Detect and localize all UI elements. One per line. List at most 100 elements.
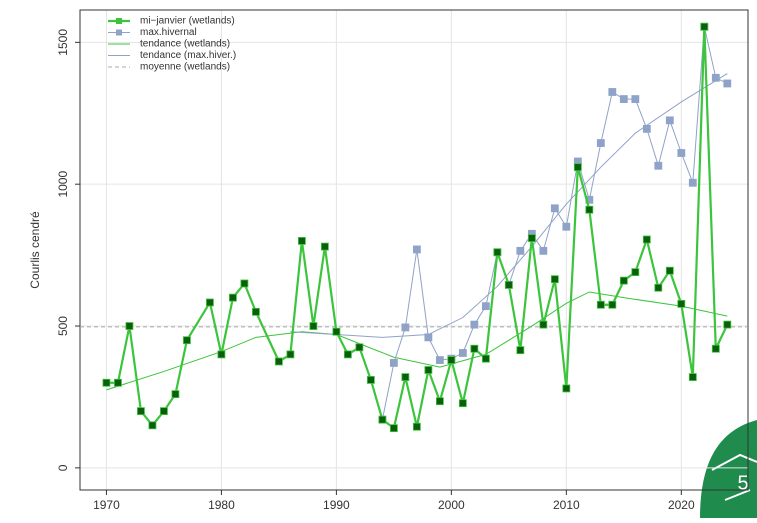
- marker: [125, 322, 134, 330]
- marker: [355, 343, 364, 352]
- marker: [389, 359, 398, 367]
- marker: [631, 268, 640, 277]
- legend-marker: [116, 29, 122, 36]
- marker: [252, 307, 260, 316]
- marker: [389, 424, 398, 433]
- marker: [608, 300, 617, 309]
- marker: [458, 399, 467, 408]
- marker: [562, 222, 571, 231]
- marker: [619, 95, 628, 103]
- marker: [711, 344, 720, 353]
- legend-label: tendance (wetlands): [140, 39, 230, 50]
- marker: [504, 280, 513, 289]
- marker: [665, 116, 674, 125]
- marker: [700, 22, 709, 31]
- marker: [481, 302, 490, 311]
- marker: [171, 390, 180, 399]
- marker: [516, 346, 525, 355]
- marker: [206, 298, 214, 307]
- marker: [573, 163, 582, 172]
- marker: [481, 354, 490, 363]
- series-line: [106, 291, 728, 391]
- x-tick-label: 1970: [93, 498, 120, 512]
- y-axis-label: Courlis cendré: [28, 211, 42, 289]
- marker: [677, 300, 686, 308]
- marker: [148, 421, 157, 430]
- marker: [470, 320, 479, 329]
- marker: [447, 356, 456, 364]
- marker: [343, 350, 352, 359]
- legend-label: tendance (max.hiver.): [140, 50, 236, 61]
- marker: [217, 350, 226, 359]
- marker: [102, 378, 111, 387]
- legend-label: moyenne (wetlands): [140, 62, 230, 73]
- marker: [723, 79, 732, 88]
- marker: [320, 242, 329, 251]
- marker: [527, 234, 536, 242]
- marker: [435, 356, 444, 364]
- marker: [677, 149, 686, 157]
- x-tick-label: 2020: [668, 498, 695, 512]
- marker: [723, 320, 732, 329]
- x-tick-label: 1990: [323, 498, 350, 512]
- marker: [654, 161, 663, 170]
- marker: [654, 283, 663, 292]
- marker: [688, 373, 697, 381]
- plot-frame: [79, 9, 749, 491]
- marker: [596, 139, 605, 147]
- marker: [539, 320, 548, 329]
- marker: [412, 422, 421, 431]
- x-tick-label: 2010: [553, 498, 580, 512]
- legend-label: mi−janvier (wetlands): [140, 16, 235, 27]
- marker: [137, 407, 145, 416]
- marker: [332, 327, 341, 336]
- marker: [642, 235, 651, 244]
- y-tick-label: 0: [56, 464, 70, 471]
- badge: 5: [700, 420, 757, 518]
- marker: [298, 237, 306, 245]
- marker: [424, 366, 433, 374]
- marker: [435, 397, 444, 406]
- x-tick-label: 2000: [438, 498, 465, 512]
- marker: [608, 88, 617, 96]
- marker: [401, 373, 410, 381]
- marker: [412, 245, 421, 254]
- marker: [619, 276, 628, 285]
- legend-marker: [116, 18, 122, 24]
- marker: [229, 293, 237, 302]
- marker: [378, 415, 387, 424]
- marker: [550, 204, 559, 213]
- marker: [275, 357, 283, 366]
- marker: [539, 246, 548, 255]
- marker: [240, 279, 249, 288]
- marker: [160, 407, 168, 416]
- marker: [493, 248, 502, 257]
- series-line: [381, 26, 728, 420]
- marker: [366, 376, 375, 384]
- marker: [631, 95, 640, 103]
- marker: [309, 322, 318, 330]
- marker: [114, 378, 122, 387]
- marker: [458, 349, 467, 357]
- marker: [642, 124, 651, 133]
- marker: [424, 333, 433, 342]
- marker: [183, 336, 191, 345]
- marker: [711, 73, 720, 82]
- legend-label: max.hivernal: [140, 27, 197, 38]
- marker: [516, 246, 525, 255]
- y-tick-label: 1000: [56, 171, 70, 198]
- marker: [688, 178, 697, 187]
- marker: [550, 275, 559, 284]
- y-tick-label: 500: [56, 316, 70, 336]
- marker: [596, 300, 605, 309]
- marker: [665, 266, 674, 275]
- marker: [286, 350, 295, 359]
- series-line: [290, 73, 728, 338]
- marker: [562, 384, 571, 393]
- y-tick-label: 1500: [56, 29, 70, 56]
- marker: [585, 205, 594, 214]
- marker: [401, 323, 410, 332]
- badge-label: 5: [737, 472, 748, 494]
- x-tick-label: 1980: [208, 498, 235, 512]
